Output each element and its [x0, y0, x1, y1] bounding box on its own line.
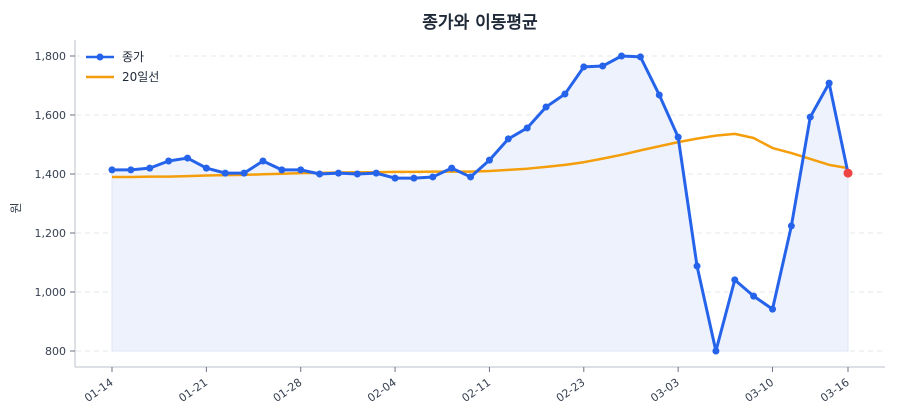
data-point: [372, 169, 380, 177]
ma20-line: [112, 132, 849, 179]
data-point: [580, 63, 588, 71]
data-point: [334, 169, 342, 177]
y-tick-label: 1,600: [35, 109, 67, 122]
data-point: [523, 124, 531, 132]
legend-item-ma20: 20일선: [86, 70, 159, 84]
data-point: [127, 166, 135, 174]
data-point: [655, 91, 663, 99]
chart-title: 종가와 이동평균: [422, 13, 538, 33]
data-point: [674, 133, 682, 141]
legend-marker-icon: [96, 53, 104, 61]
data-point: [825, 79, 833, 87]
last-point-marker: [843, 168, 853, 178]
data-point: [504, 135, 512, 143]
data-point: [561, 90, 569, 98]
area-fill: [111, 55, 849, 352]
y-axis-label: 원: [9, 202, 23, 213]
data-point: [108, 166, 116, 174]
x-tick-label: 02-23: [554, 376, 588, 405]
x-axis-ticks: 01-14 01-21 01-28 02-04 02-11 02-23 03-03 03-10…: [82, 367, 852, 405]
data-point: [750, 292, 758, 300]
close-line: [112, 54, 850, 353]
data-point: [165, 157, 173, 165]
legend-label-close: 종가: [122, 50, 144, 64]
data-point: [259, 157, 267, 165]
data-point: [146, 164, 154, 172]
data-point: [278, 166, 286, 174]
x-tick-label: 01-21: [176, 376, 210, 405]
legend-box: [80, 42, 170, 86]
data-point: [618, 52, 626, 60]
x-tick-label: 01-28: [271, 376, 305, 405]
data-point: [391, 174, 399, 182]
x-tick-label: 03-10: [743, 376, 777, 405]
data-point: [806, 113, 814, 121]
data-point: [410, 174, 418, 182]
y-tick-label: 1,200: [35, 227, 67, 240]
y-axis-ticks: 800 1,000 1,200 1,400 1,600 1,800: [35, 50, 75, 358]
x-tick-label: 03-03: [648, 376, 682, 405]
legend-item-close: 종가: [86, 50, 144, 64]
data-point: [467, 173, 475, 181]
x-tick-label: 02-11: [460, 376, 494, 405]
data-point: [353, 170, 361, 178]
x-tick-label: 01-14: [82, 376, 116, 405]
series-lines: [108, 52, 853, 355]
data-point: [485, 156, 493, 164]
legend: 종가 20일선: [80, 42, 170, 86]
data-point: [183, 154, 191, 162]
data-point: [731, 276, 739, 284]
data-point: [542, 103, 550, 111]
y-tick-label: 1,000: [35, 286, 67, 299]
data-point: [297, 166, 305, 174]
close-area-fill: [111, 55, 849, 352]
data-point: [316, 170, 324, 178]
data-point: [221, 169, 229, 177]
data-point: [240, 169, 248, 177]
x-tick-label: 02-04: [365, 376, 399, 405]
x-tick-label: 03-16: [818, 376, 852, 405]
data-point: [712, 347, 720, 355]
data-point: [599, 62, 607, 70]
data-point: [769, 305, 777, 313]
data-point: [693, 262, 701, 270]
data-point: [202, 164, 210, 172]
y-tick-label: 800: [45, 345, 66, 358]
data-point: [429, 173, 437, 181]
data-point: [636, 53, 644, 61]
data-point: [787, 222, 795, 230]
data-point: [448, 164, 456, 172]
y-tick-label: 1,400: [35, 168, 67, 181]
legend-label-ma20: 20일선: [122, 70, 159, 84]
y-tick-label: 1,800: [35, 50, 67, 63]
axes: [74, 40, 885, 368]
